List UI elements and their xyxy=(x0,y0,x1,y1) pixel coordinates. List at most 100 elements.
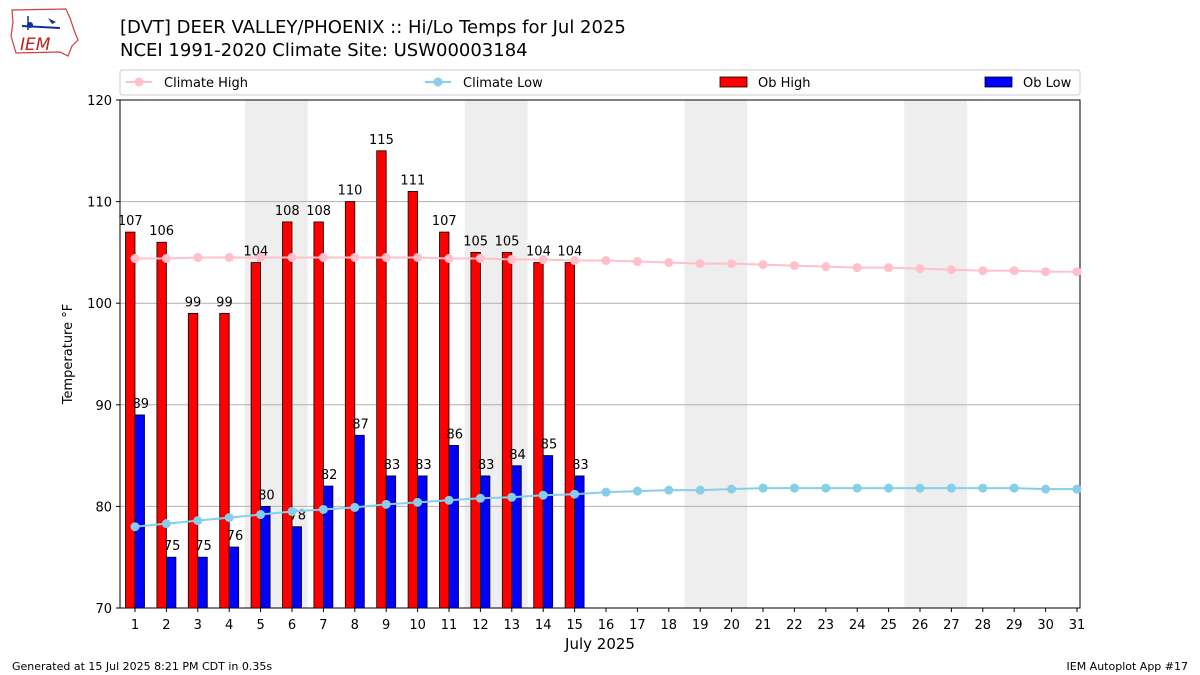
ob-high-bar xyxy=(125,231,136,609)
climate-low-point xyxy=(946,483,956,493)
climate-low-point xyxy=(1072,484,1082,494)
climate-low-point xyxy=(695,485,705,495)
ob-high-label: 105 xyxy=(463,234,488,249)
climate-low-point xyxy=(1041,484,1051,494)
climate-high-point xyxy=(1041,267,1051,277)
iem-logo: IEM xyxy=(10,8,79,57)
chart-subtitle: NCEI 1991-2020 Climate Site: USW00003184 xyxy=(120,40,528,61)
ob-high-label: 106 xyxy=(149,224,174,239)
ob-low-label: 86 xyxy=(446,427,463,442)
climate-high-point xyxy=(821,262,831,272)
climate-high-point xyxy=(193,252,203,262)
ob-low-label: 83 xyxy=(415,458,432,473)
y-tick-label: 70 xyxy=(95,602,112,617)
ob-high-label: 104 xyxy=(557,245,582,260)
climate-low-point xyxy=(444,495,454,505)
x-tick-label: 22 xyxy=(786,618,803,633)
legend-box xyxy=(119,69,1081,96)
x-axis-label: July 2025 xyxy=(564,635,635,653)
x-tick-label: 24 xyxy=(849,618,866,633)
ob-high-bar xyxy=(470,251,481,609)
ob-low-label: 84 xyxy=(509,448,526,463)
climate-high-point xyxy=(946,265,956,275)
ob-low-bar xyxy=(354,434,365,609)
x-tick-label: 19 xyxy=(692,618,709,633)
x-tick-label: 2 xyxy=(162,618,170,633)
climate-low-point xyxy=(1009,483,1019,493)
ob-high-bar xyxy=(219,312,230,609)
climate-high-point xyxy=(1072,267,1082,277)
x-tick-label: 12 xyxy=(472,618,489,633)
y-axis-label: Temperature °F xyxy=(61,304,76,405)
climate-high-point xyxy=(1009,266,1019,276)
ob-high-label: 108 xyxy=(306,204,331,219)
y-tick-label: 120 xyxy=(87,94,112,109)
ob-high-bar xyxy=(313,221,324,609)
ob-low-label: 75 xyxy=(195,539,212,554)
climate-low-point xyxy=(381,499,391,509)
climate-high-point xyxy=(413,252,423,262)
climate-low-point xyxy=(538,490,548,500)
ob-high-bar xyxy=(156,241,167,609)
climate-high-point xyxy=(538,255,548,265)
climate-high-point xyxy=(224,252,234,262)
x-tick-label: 26 xyxy=(912,618,929,633)
climate-high-point xyxy=(695,259,705,269)
climate-low-point xyxy=(978,483,988,493)
ob-high-bar xyxy=(501,251,513,609)
climate-low-point xyxy=(570,489,580,499)
legend-climate-high-marker xyxy=(134,77,144,87)
climate-high-point xyxy=(601,256,611,266)
x-tick-label: 3 xyxy=(194,618,202,633)
ob-low-bar xyxy=(511,465,522,609)
climate-high-point xyxy=(632,257,642,267)
climate-low-point xyxy=(475,493,485,503)
x-tick-label: 11 xyxy=(441,618,458,633)
chart-title: [DVT] DEER VALLEY/PHOENIX :: Hi/Lo Temps… xyxy=(120,17,626,38)
climate-high-point xyxy=(570,256,580,266)
x-tick-label: 25 xyxy=(880,618,897,633)
ob-low-label: 89 xyxy=(132,397,149,412)
ob-low-label: 75 xyxy=(164,539,181,554)
legend-ob-high-label: Ob High xyxy=(758,76,811,91)
x-tick-label: 1 xyxy=(131,618,139,633)
climate-high-point xyxy=(507,255,517,265)
ob-low-bar xyxy=(542,455,554,609)
y-tick-label: 80 xyxy=(95,500,112,515)
x-tick-label: 9 xyxy=(382,618,390,633)
climate-low-point xyxy=(193,516,203,526)
x-tick-label: 27 xyxy=(943,618,960,633)
ob-high-bar xyxy=(187,312,199,609)
ob-low-label: 83 xyxy=(478,458,495,473)
footer-app: IEM Autoplot App #17 xyxy=(1066,660,1189,673)
y-tick-label: 90 xyxy=(95,399,112,414)
x-tick-label: 30 xyxy=(1037,618,1054,633)
ob-low-label: 80 xyxy=(258,488,275,503)
ob-high-bar xyxy=(376,150,387,609)
climate-high-point xyxy=(318,252,328,262)
ob-low-label: 83 xyxy=(572,458,589,473)
ob-high-bar xyxy=(250,262,262,609)
legend-ob-low-label: Ob Low xyxy=(1023,76,1072,91)
x-tick-label: 15 xyxy=(566,618,583,633)
ob-high-bar xyxy=(533,262,544,609)
ob-low-bar xyxy=(385,475,397,609)
x-tick-label: 29 xyxy=(1006,618,1023,633)
ob-high-label: 108 xyxy=(275,204,300,219)
ob-high-label: 99 xyxy=(185,295,202,310)
x-tick-label: 6 xyxy=(288,618,296,633)
climate-high-point xyxy=(287,252,297,262)
climate-low-point xyxy=(287,506,297,516)
x-tick-label: 7 xyxy=(319,618,327,633)
x-tick-label: 14 xyxy=(535,618,552,633)
ob-high-bar xyxy=(344,201,356,609)
x-tick-label: 16 xyxy=(598,618,615,633)
climate-high-point xyxy=(475,253,485,263)
ob-high-label: 107 xyxy=(118,214,143,229)
x-tick-label: 28 xyxy=(975,618,992,633)
ob-low-bar xyxy=(291,526,302,609)
ob-low-bar xyxy=(322,485,334,609)
climate-high-point xyxy=(852,263,862,273)
climate-low-point xyxy=(601,487,611,497)
y-tick-label: 110 xyxy=(87,196,112,211)
